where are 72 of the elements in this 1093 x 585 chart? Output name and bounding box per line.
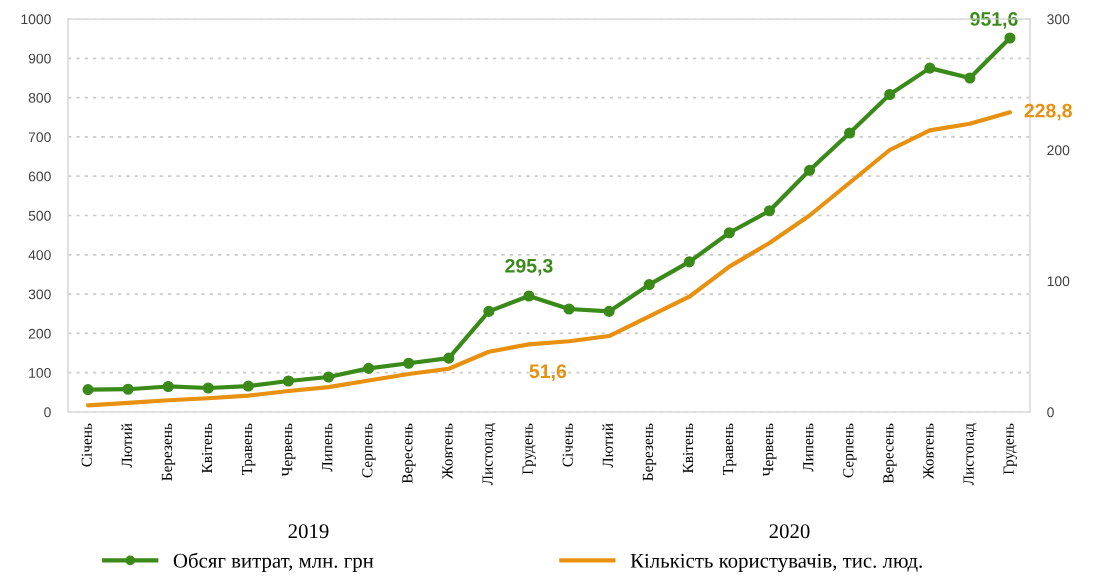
x-tick-label: Лютий <box>121 423 132 468</box>
data-label: 951,6 <box>970 12 1018 29</box>
line-series <box>85 110 1013 408</box>
y2-tick-label: 100 <box>1047 276 1070 287</box>
x-tick-label: Травень <box>723 423 737 476</box>
point <box>924 62 936 74</box>
x-tick-label: Серпень <box>362 423 376 478</box>
x-tick-label: Червень <box>763 423 777 477</box>
point <box>1004 32 1016 44</box>
x-tick-label: Грудень <box>1003 423 1017 475</box>
x-tick-label: Червень <box>282 423 296 477</box>
y-tick-label: 700 <box>28 132 51 143</box>
x-tick-label: Серпень <box>843 423 857 478</box>
point <box>683 256 695 268</box>
data-label: 228,8 <box>1024 103 1072 121</box>
x-tick-label: Січень <box>562 423 573 467</box>
legend-label: Кількість користувачів, тис. люд. <box>630 553 922 573</box>
x-tick-label: Жовтень <box>442 423 453 480</box>
legend-label: Обсяг витрат, млн. грн <box>173 552 374 573</box>
y-tick-label: 100 <box>29 368 51 378</box>
y2-tick-label: 300 <box>1047 14 1070 25</box>
x-tick-label: Лютий <box>602 423 613 468</box>
point <box>403 357 415 369</box>
point <box>763 205 776 217</box>
point <box>964 72 976 84</box>
y-tick-label: 800 <box>28 92 51 103</box>
point <box>322 371 335 383</box>
x-tick-label: Березень <box>642 423 657 481</box>
y-tick-label: 1000 <box>21 14 51 25</box>
y-tick-label: 400 <box>28 250 51 260</box>
point <box>643 279 655 291</box>
point <box>202 382 214 394</box>
x-tick-label: Липень <box>803 423 814 472</box>
point <box>242 380 254 392</box>
point <box>363 362 375 374</box>
point <box>803 164 816 176</box>
point <box>483 305 495 317</box>
x-tick-label: Липень <box>322 423 333 472</box>
data-label: 295,3 <box>505 258 553 276</box>
point <box>82 384 94 396</box>
y-tick-label: 900 <box>28 53 51 64</box>
text: 2020 <box>769 524 810 539</box>
y-tick-label: 200 <box>28 328 51 339</box>
point <box>723 227 735 239</box>
y-tick-label: 500 <box>28 210 51 221</box>
y-tick-label: 300 <box>28 289 51 300</box>
x-tick-label: Листопад <box>482 423 496 486</box>
x-tick-label: Квітень <box>682 423 694 473</box>
x-tick-label: Травень <box>242 423 256 476</box>
point <box>603 305 615 317</box>
x-tick-label: Вересень <box>402 423 416 484</box>
y2-tick-label: 0 <box>1047 407 1054 418</box>
point <box>122 383 134 395</box>
point <box>162 380 174 393</box>
x-tick-label: Квітень <box>201 423 213 473</box>
y2-tick-label: 200 <box>1047 145 1070 156</box>
text: 2019 <box>288 524 329 539</box>
y-tick-label: 0 <box>44 407 51 418</box>
point <box>844 127 856 139</box>
x-tick-label: Березень <box>161 423 176 481</box>
point <box>563 303 575 315</box>
data-label: 51,6 <box>529 364 567 381</box>
x-tick-label: Листопад <box>963 423 977 486</box>
point <box>523 290 535 302</box>
x-tick-label: Жовтень <box>923 423 934 480</box>
x-tick-label: Грудень <box>522 423 536 475</box>
point <box>884 88 896 101</box>
x-tick-label: Січень <box>81 423 92 467</box>
x-tick-label: Вересень <box>883 423 897 484</box>
point <box>282 375 295 387</box>
y-tick-label: 600 <box>28 171 51 182</box>
point <box>443 352 455 364</box>
